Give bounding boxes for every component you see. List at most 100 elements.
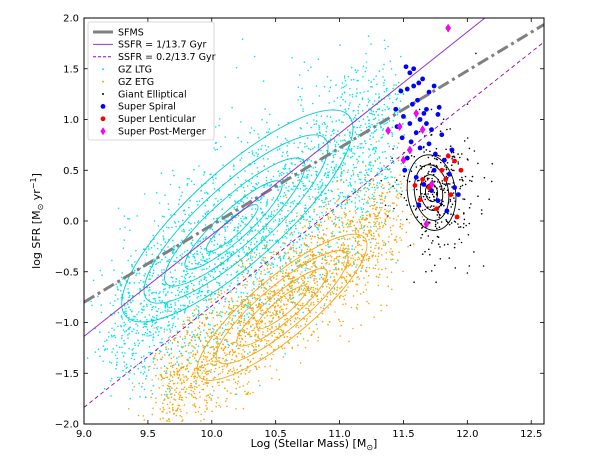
etg-point [260, 279, 263, 282]
ltg-point [142, 248, 145, 250]
ltg-point [349, 178, 352, 180]
giant-elliptical-point [451, 203, 454, 206]
etg-point [393, 239, 396, 241]
ltg-point [344, 203, 347, 206]
etg-point [191, 345, 193, 347]
ltg-point [414, 162, 417, 165]
etg-point [297, 265, 299, 267]
ltg-point [188, 178, 190, 180]
etg-point [349, 251, 351, 253]
etg-point [197, 317, 200, 320]
ltg-point [115, 363, 118, 366]
ltg-point [240, 141, 243, 143]
etg-point [343, 248, 346, 251]
etg-point [338, 255, 341, 258]
etg-point [169, 386, 172, 388]
ltg-point [247, 298, 249, 301]
ltg-point [180, 264, 183, 266]
etg-point [243, 304, 245, 307]
super-lenticular-marker [434, 206, 440, 212]
ltg-point [129, 294, 131, 297]
ltg-point [292, 202, 295, 205]
ltg-point [365, 61, 368, 63]
super-spiral-marker [416, 202, 422, 208]
ltg-point [212, 327, 214, 330]
ltg-point [307, 277, 309, 279]
ltg-point [237, 176, 239, 179]
etg-point [226, 341, 229, 343]
ltg-point [193, 183, 196, 186]
ltg-point [376, 201, 378, 204]
etg-point [189, 385, 192, 387]
ltg-point [150, 325, 153, 328]
etg-point [241, 260, 243, 263]
etg-point [292, 255, 295, 258]
ltg-point [325, 168, 328, 170]
ltg-point [206, 344, 209, 347]
etg-point [245, 393, 247, 396]
etg-point [195, 359, 197, 362]
etg-point [311, 273, 313, 276]
ltg-point [213, 203, 215, 205]
ltg-point [307, 173, 309, 176]
etg-point [241, 330, 244, 333]
etg-point [321, 273, 324, 276]
etg-point [398, 192, 401, 195]
etg-point [369, 183, 372, 185]
etg-point [374, 223, 376, 226]
ltg-point [315, 174, 318, 177]
ltg-point [296, 241, 298, 243]
etg-point [194, 329, 196, 332]
etg-point [269, 365, 272, 367]
ltg-point [253, 162, 256, 165]
ltg-point [256, 278, 258, 280]
etg-point [275, 314, 277, 316]
etg-point [314, 272, 317, 274]
ltg-point [197, 309, 200, 312]
ltg-point [327, 176, 330, 179]
giant-elliptical-point [424, 198, 427, 201]
ltg-point [123, 215, 126, 217]
etg-point [193, 403, 196, 405]
ltg-point [174, 294, 177, 297]
ltg-point [171, 251, 174, 253]
etg-point [322, 294, 325, 296]
etg-point [295, 247, 298, 250]
etg-point [254, 298, 257, 300]
ltg-point [266, 262, 269, 264]
ltg-point [140, 308, 143, 311]
etg-point [210, 346, 213, 349]
ltg-point [183, 310, 186, 312]
ltg-point [378, 194, 381, 197]
ltg-point [303, 210, 306, 212]
etg-point [269, 290, 272, 292]
ltg-point [203, 329, 205, 332]
etg-point [391, 288, 393, 291]
giant-elliptical-point [451, 164, 453, 166]
ltg-point [168, 387, 171, 390]
ltg-point [292, 185, 295, 187]
etg-point [242, 349, 244, 351]
ltg-point [206, 258, 208, 260]
etg-point [270, 358, 273, 360]
etg-point [266, 264, 269, 267]
super-lenticular-marker [417, 197, 423, 203]
etg-point [294, 302, 296, 305]
etg-point [203, 324, 206, 327]
etg-point [346, 230, 348, 233]
etg-point [368, 231, 371, 234]
etg-point [257, 380, 260, 382]
ltg-point [156, 328, 159, 330]
ltg-point [186, 270, 188, 273]
ltg-point [218, 284, 221, 287]
ltg-point [339, 157, 342, 159]
ltg-point [356, 158, 358, 161]
ltg-point [117, 207, 120, 210]
etg-point [365, 259, 368, 261]
super-spiral-marker [424, 121, 429, 126]
giant-elliptical-point [433, 181, 435, 183]
ltg-point [129, 281, 131, 284]
ltg-point [356, 133, 358, 136]
etg-point [302, 302, 304, 305]
etg-point [412, 243, 415, 245]
